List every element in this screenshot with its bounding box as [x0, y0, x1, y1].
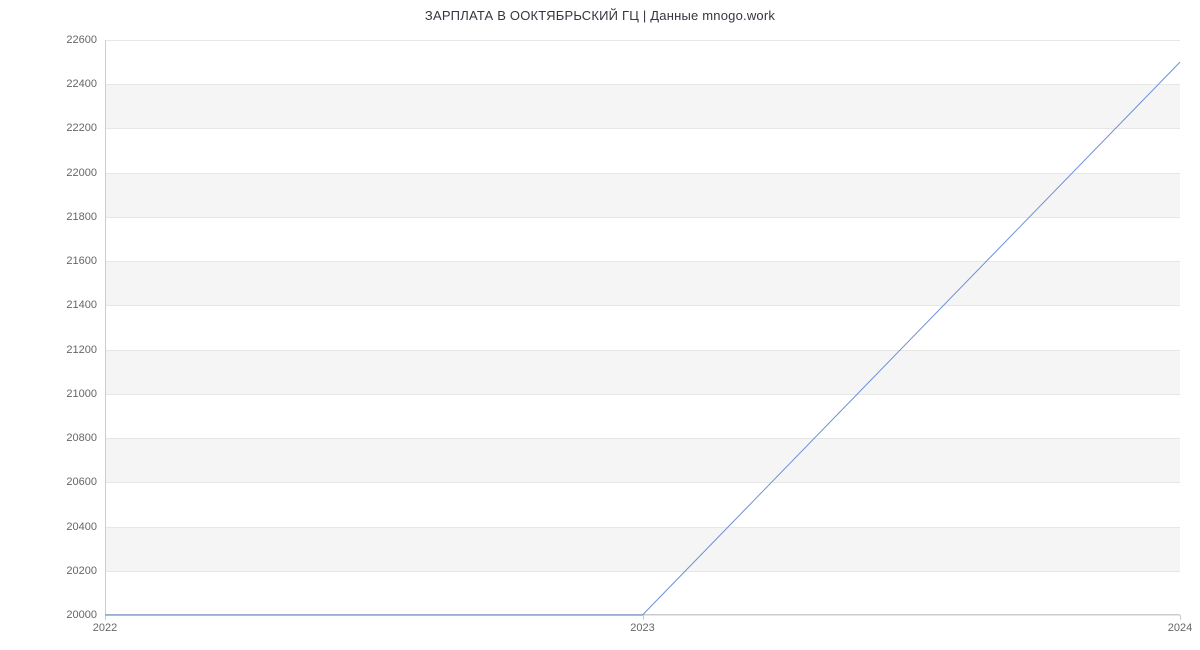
- y-tick-label: 20400: [66, 521, 97, 533]
- x-tick: [643, 615, 644, 620]
- series-line: [105, 62, 1180, 615]
- y-tick-label: 21400: [66, 299, 97, 311]
- y-tick-label: 22600: [66, 34, 97, 46]
- y-tick-label: 22000: [66, 167, 97, 179]
- y-tick-label: 21600: [66, 255, 97, 267]
- y-tick-label: 21000: [66, 388, 97, 400]
- x-tick: [1180, 615, 1181, 620]
- x-tick: [105, 615, 106, 620]
- y-tick-label: 22200: [66, 122, 97, 134]
- x-tick-label: 2022: [93, 622, 117, 634]
- y-tick-label: 21800: [66, 211, 97, 223]
- x-tick-label: 2024: [1168, 622, 1192, 634]
- y-tick-label: 22400: [66, 78, 97, 90]
- y-tick-label: 20600: [66, 476, 97, 488]
- salary-line-chart: ЗАРПЛАТА В ООКТЯБРЬСКИЙ ГЦ | Данные mnog…: [0, 0, 1200, 650]
- y-tick-label: 20000: [66, 609, 97, 621]
- x-tick-label: 2023: [630, 622, 654, 634]
- series-layer: [105, 40, 1180, 615]
- y-tick-label: 20200: [66, 565, 97, 577]
- y-tick-label: 21200: [66, 344, 97, 356]
- chart-title: ЗАРПЛАТА В ООКТЯБРЬСКИЙ ГЦ | Данные mnog…: [0, 8, 1200, 23]
- y-tick-label: 20800: [66, 432, 97, 444]
- plot-area: 2000020200204002060020800210002120021400…: [105, 40, 1180, 615]
